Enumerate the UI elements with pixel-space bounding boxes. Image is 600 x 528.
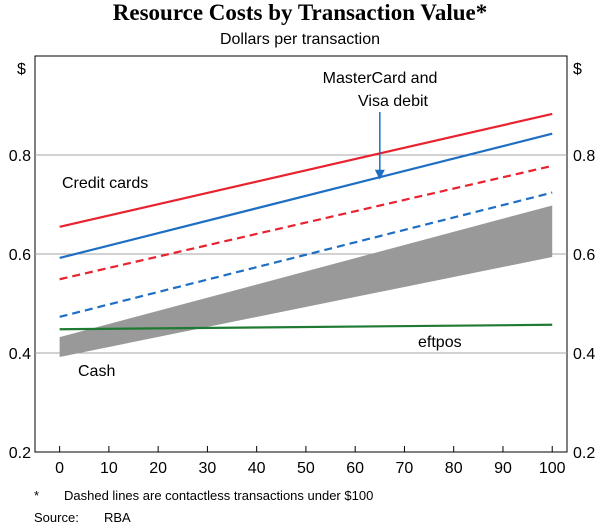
cash-band bbox=[59, 205, 553, 357]
x-tick-80: 80 bbox=[445, 460, 463, 477]
y-tick-left-0.8: 0.8 bbox=[9, 148, 31, 165]
x-tick-20: 20 bbox=[149, 460, 167, 477]
arrow-head bbox=[374, 169, 385, 180]
label-debit-line1: MasterCard and bbox=[323, 70, 438, 87]
x-tick-0: 0 bbox=[55, 460, 64, 477]
x-tick-30: 30 bbox=[199, 460, 217, 477]
x-tick-60: 60 bbox=[346, 460, 364, 477]
footnote-marker: * bbox=[34, 488, 40, 503]
footnote-text: Dashed lines are contactless transaction… bbox=[64, 488, 374, 503]
x-tick-70: 70 bbox=[396, 460, 414, 477]
chart-subtitle: Dollars per transaction bbox=[219, 31, 381, 48]
chart-title: Resource Costs by Transaction Value* bbox=[112, 0, 488, 25]
y-unit-right: $ bbox=[573, 61, 582, 78]
cash-band-area bbox=[59, 205, 553, 357]
y-tick-right-0.8: 0.8 bbox=[573, 148, 595, 165]
y-axis: 0.2 0.2 0.4 0.4 0.6 0.6 0.8 0.8 bbox=[9, 148, 596, 462]
series-lines bbox=[59, 112, 553, 331]
source-text: RBA bbox=[104, 510, 131, 525]
x-tick-10: 10 bbox=[100, 460, 118, 477]
label-credit-cards: Credit cards bbox=[62, 175, 148, 192]
label-debit-line2: Visa debit bbox=[358, 93, 429, 110]
y-tick-right-0.2: 0.2 bbox=[573, 445, 595, 462]
y-tick-right-0.4: 0.4 bbox=[573, 346, 595, 363]
source: Source: RBA bbox=[34, 510, 131, 526]
y-tick-left-0.4: 0.4 bbox=[9, 346, 31, 363]
label-eftpos: eftpos bbox=[418, 334, 462, 351]
label-cash: Cash bbox=[78, 363, 115, 380]
x-tick-50: 50 bbox=[297, 460, 315, 477]
footnote: * Dashed lines are contactless transactio… bbox=[34, 488, 373, 504]
series-line-2 bbox=[59, 132, 553, 260]
y-tick-left-0.2: 0.2 bbox=[9, 445, 31, 462]
x-tick-40: 40 bbox=[248, 460, 266, 477]
series-line-4 bbox=[59, 323, 553, 331]
series-line-3 bbox=[59, 191, 553, 318]
series-line-1 bbox=[59, 164, 553, 281]
source-label: Source: bbox=[34, 510, 79, 525]
y-tick-left-0.6: 0.6 bbox=[9, 247, 31, 264]
y-unit-left: $ bbox=[17, 61, 26, 78]
debit-label-arrow bbox=[374, 112, 385, 180]
x-tick-100: 100 bbox=[539, 460, 566, 477]
series-line-0 bbox=[59, 112, 553, 228]
x-axis: 0 10 20 30 40 50 60 70 80 90 100 bbox=[55, 446, 566, 477]
x-tick-90: 90 bbox=[494, 460, 512, 477]
y-tick-right-0.6: 0.6 bbox=[573, 247, 595, 264]
